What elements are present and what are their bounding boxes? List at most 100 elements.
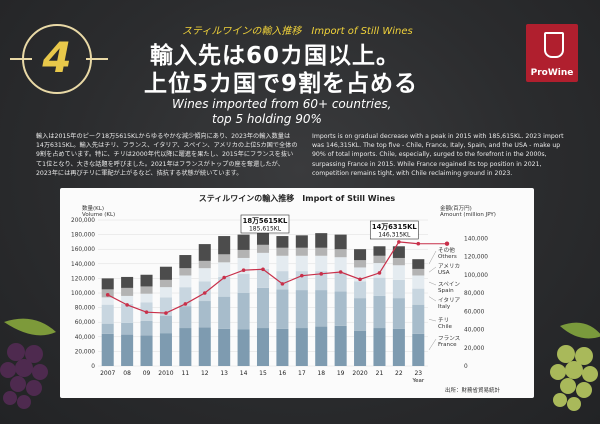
bar-segment — [159, 266, 172, 280]
bar-segment — [198, 268, 211, 282]
bar-segment — [179, 287, 192, 307]
bar-segment — [140, 320, 153, 336]
legend-label-en: USA — [438, 270, 450, 276]
bar-segment — [237, 293, 250, 330]
amount-marker — [444, 241, 450, 246]
bar-segment — [101, 297, 114, 305]
y-axis-title-en: Volume (KL) — [82, 212, 115, 218]
bar-segment — [334, 249, 347, 258]
chapter-badge: 4 — [22, 24, 92, 94]
bar-segment — [159, 315, 172, 334]
bar-segment — [354, 281, 367, 299]
x-tick-label: 12 — [201, 370, 209, 377]
legend-label-jp: スペイン — [438, 281, 460, 288]
badge-right-flourish — [86, 58, 108, 70]
bar-segment — [373, 246, 386, 256]
amount-point — [125, 303, 129, 307]
y-tick-label: 200,000 — [71, 218, 95, 224]
amount-point — [319, 272, 324, 276]
bar-segment — [218, 328, 231, 366]
grapes-right-decoration — [550, 322, 600, 411]
bar-segment — [334, 234, 347, 250]
bar-segment — [295, 255, 308, 272]
bar-segment — [392, 279, 405, 299]
headline-line-2: 上位5カ国で9割を占める — [144, 71, 419, 97]
bar-segment — [412, 275, 425, 289]
amount-point — [358, 277, 362, 282]
bar-segment — [140, 286, 153, 294]
bar-segment — [354, 260, 367, 268]
annotation-2015-jp: 18万5615KL — [243, 217, 288, 225]
bar-segment — [412, 333, 425, 366]
x-tick-label: 2020 — [352, 370, 367, 377]
y2-tick-label: 20,000 — [464, 346, 485, 352]
bar-segment — [354, 298, 367, 331]
legend-label-jp: チリ — [438, 317, 449, 324]
bar-segment — [179, 255, 192, 269]
bar-segment — [256, 268, 270, 288]
bar-segment — [101, 333, 114, 366]
bar-segment — [392, 298, 405, 329]
y-tick-label: 0 — [91, 364, 95, 370]
amount-point — [202, 291, 207, 295]
bar-segment — [276, 255, 289, 272]
legend-leader — [428, 319, 437, 322]
legend-label-en: Chile — [438, 324, 453, 330]
bar-segment — [354, 249, 367, 261]
x-tick-label: 13 — [220, 370, 228, 377]
x-tick-label: 19 — [337, 370, 345, 377]
y-tick-label: 80,000 — [75, 306, 96, 312]
bar-segment — [256, 328, 270, 366]
bar-segment — [412, 304, 425, 334]
x-tick-label: 17 — [298, 370, 306, 377]
x-tick-label: 15 — [259, 370, 267, 377]
y-tick-label: 100,000 — [71, 291, 95, 297]
legend-label-jp: アメリカ — [438, 263, 460, 270]
bar-segment — [392, 246, 405, 258]
body-text-japanese: 輸入は2015年のピーク18万5615KLからゆるやかな減少傾向にあり、2023… — [36, 133, 298, 177]
bar-segment — [334, 291, 347, 326]
bar-segment — [392, 265, 405, 280]
bar-segment — [373, 328, 386, 366]
amount-point — [222, 275, 226, 280]
x-tick-label: 11 — [182, 370, 190, 377]
bar-segment — [140, 293, 153, 303]
legend-label-en: Italy — [438, 304, 451, 310]
bar-segment — [373, 277, 386, 296]
bar-segment — [218, 236, 231, 255]
x-tick-label: 21 — [376, 370, 384, 377]
bar-segment — [121, 334, 134, 366]
bar-segment — [198, 301, 211, 328]
bar-segment — [373, 295, 386, 329]
x-tick-label: 22 — [395, 370, 403, 377]
legend-leader — [428, 296, 437, 302]
y-tick-label: 140,000 — [71, 262, 95, 268]
prowine-logo: ProWine — [526, 24, 578, 82]
bar-segment — [412, 268, 425, 276]
y2-tick-label: 40,000 — [464, 328, 485, 334]
bar-segment — [373, 255, 386, 264]
y2-tick-label: 0 — [464, 364, 468, 370]
amount-point — [241, 268, 246, 272]
bar-segment — [237, 329, 250, 366]
english-headline-line-1: Wines imported from 60+ countries, — [172, 97, 392, 111]
headline-line-1: 輸入先は60カ国以上。 — [150, 43, 401, 69]
bar-segment — [315, 255, 328, 272]
amount-point — [105, 293, 110, 297]
wine-glass-icon — [544, 32, 564, 58]
y-axis-title: 数量(KL) — [82, 204, 104, 212]
bar-segment — [159, 287, 172, 298]
legend-leader — [428, 338, 437, 351]
bar-segment — [315, 233, 328, 248]
bar-segment — [334, 257, 347, 273]
bar-segment — [198, 327, 211, 366]
legend-label-en: France — [438, 342, 457, 348]
bar-segment — [295, 247, 308, 256]
bar-segment — [392, 257, 405, 266]
amount-point — [183, 302, 188, 306]
bar-segment — [140, 335, 153, 366]
chart-panel: スティルワインの輸入推移 Import of Still Wines 数量(KL)… — [60, 188, 534, 398]
y-tick-label: 160,000 — [71, 247, 95, 253]
bar-segment — [237, 274, 250, 293]
bar-segment — [237, 234, 250, 250]
